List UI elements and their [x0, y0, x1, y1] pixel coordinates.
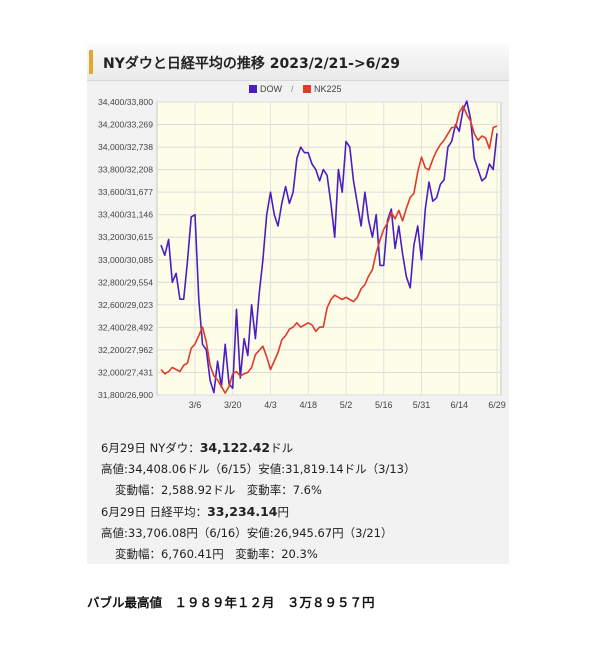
y-tick-label: 34,000/32,738 [98, 142, 153, 152]
nk-range-row: 高値:33,706.08円（6/16）安値:26,945.67円（3/21） [101, 526, 393, 540]
nk-change-row: 変動幅：6,760.41円 変動率：20.3% [115, 547, 318, 561]
chart-title: NYダウと日経平均の推移 2023/2/21->6/29 [103, 56, 401, 72]
dow-close-value: 34,122.42 [199, 440, 271, 455]
legend-swatch-dow [249, 85, 257, 93]
x-tick-label: 6/14 [450, 400, 468, 410]
x-tick-label: 5/16 [375, 400, 393, 410]
header-accent-bar [89, 50, 93, 74]
dow-close-label: 6月29日 NYダウ： [101, 441, 200, 455]
y-tick-label: 33,000/30,085 [98, 255, 153, 265]
chart-header: NYダウと日経平均の推移 2023/2/21->6/29 [87, 44, 509, 81]
y-tick-label: 32,000/27,431 [98, 367, 153, 377]
y-tick-label: 34,400/33,800 [98, 97, 153, 107]
series-line-nk225 [160, 105, 498, 394]
y-tick-label: 32,200/27,962 [98, 345, 153, 355]
dow-range-row: 高値:34,408.06ドル（6/15）安値:31,819.14ドル（3/13） [101, 462, 416, 476]
y-tick-label: 32,600/29,023 [98, 300, 153, 310]
legend-label-nk225: NK225 [314, 84, 342, 94]
stats-block: 6月29日 NYダウ：34,122.42ドル 高値:34,408.06ドル（6/… [101, 437, 415, 565]
x-tick-label: 6/29 [488, 400, 506, 410]
y-tick-label: 31,800/26,900 [98, 390, 153, 400]
x-tick-label: 4/18 [299, 400, 317, 410]
x-tick-label: 3/6 [189, 400, 202, 410]
y-tick-label: 32,800/29,554 [98, 277, 153, 287]
y-tick-label: 32,400/28,492 [98, 322, 153, 332]
dow-change-row: 変動幅：2,588.92ドル 変動率：7.6% [115, 483, 322, 497]
x-tick-label: 5/31 [413, 400, 431, 410]
y-tick-label: 33,400/31,146 [98, 210, 153, 220]
nk-close-value: 33,234.14 [207, 504, 278, 519]
legend-swatch-nk225 [303, 85, 311, 93]
nk-close-label: 6月29日 日経平均： [101, 505, 208, 519]
chart-panel: NYダウと日経平均の推移 2023/2/21->6/29 31,800/26,9… [87, 44, 509, 564]
plot-area [156, 101, 502, 396]
dow-close-unit: ドル [270, 441, 294, 455]
legend-separator: / [291, 84, 294, 94]
y-tick-label: 34,200/33,269 [98, 120, 153, 130]
line-chart: 31,800/26,900 32,000/27,431 32,200/27,962 3… [98, 84, 506, 410]
dow-close-row: 6月29日 NYダウ：34,122.42ドル [101, 437, 415, 459]
nk-close-unit: 円 [277, 505, 290, 519]
y-tick-label: 33,200/30,615 [98, 232, 153, 242]
y-tick-label: 33,800/32,208 [98, 165, 153, 175]
x-tick-label: 5/2 [340, 400, 353, 410]
x-tick-label: 3/20 [224, 400, 242, 410]
series-line-dow [160, 100, 498, 394]
nk-close-row: 6月29日 日経平均：33,234.14円 [101, 501, 415, 523]
legend-label-dow: DOW [260, 84, 283, 94]
y-tick-label: 33,600/31,677 [98, 187, 153, 197]
bubble-peak-note: バブル最高値 １９８９年１２月 ３万８９５７円 [87, 595, 375, 610]
x-tick-label: 4/3 [264, 400, 277, 410]
